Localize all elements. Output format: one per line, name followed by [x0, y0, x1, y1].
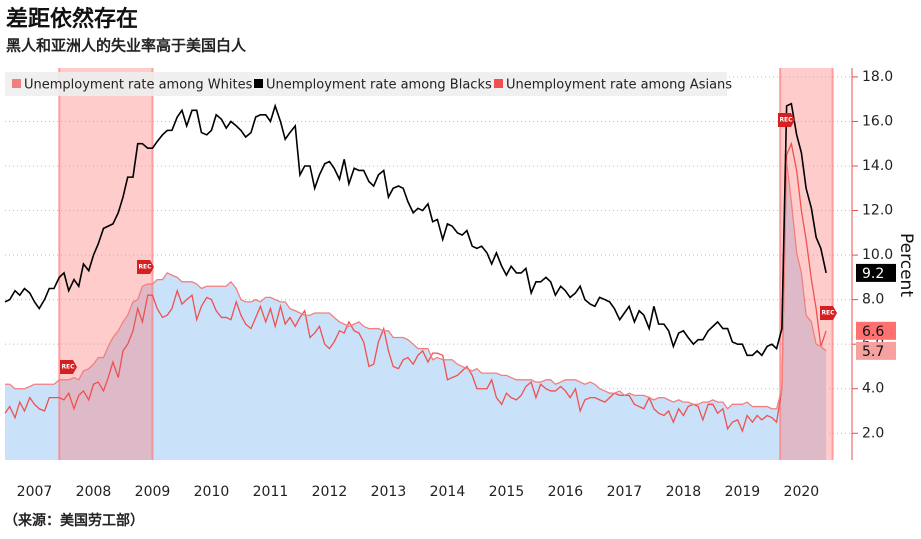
x-tick-label: 2010	[194, 484, 230, 500]
recession-flag-label: REC	[779, 117, 793, 124]
recession-flag	[778, 113, 795, 127]
legend-label: Unemployment rate among Whites	[24, 78, 253, 93]
recession-flag	[60, 360, 77, 374]
value-label: 5.7	[862, 344, 884, 360]
x-tick-label: 2008	[76, 484, 112, 500]
x-tick-label: 2020	[784, 484, 820, 500]
value-label: 6.6	[862, 324, 884, 340]
legend-background	[5, 72, 727, 96]
value-label-box	[856, 341, 896, 360]
legend-label: Unemployment rate among Asians	[506, 78, 732, 93]
recession-flag-label: REC	[821, 310, 835, 317]
chart-subtitle: 黑人和亚洲人的失业率高于美国白人	[6, 37, 247, 55]
y-axis-label: Percent	[896, 233, 916, 297]
recession-flag-label: REC	[138, 264, 152, 271]
line	[4, 102, 827, 357]
y-tick-label: 12.0	[862, 203, 893, 219]
x-tick-label: 2017	[607, 484, 643, 500]
line	[4, 141, 827, 433]
x-tick-label: 2019	[725, 484, 761, 500]
value-label-box	[856, 263, 896, 282]
y-tick-label: 14.0	[862, 158, 893, 174]
value-label-box	[856, 321, 896, 340]
legend-swatch	[12, 79, 21, 88]
x-tick-label: 2012	[312, 484, 348, 500]
line	[5, 161, 827, 410]
x-tick-label: 2014	[430, 484, 466, 500]
x-tick-label: 2018	[666, 484, 702, 500]
legend-label: Unemployment rate among Blacks	[266, 78, 492, 93]
recession-flag	[137, 260, 154, 274]
x-tick-label: 2007	[17, 484, 53, 500]
y-tick-label: 16.0	[862, 113, 893, 129]
y-tick-label: 18.0	[862, 69, 893, 85]
recession-flag-label: REC	[61, 364, 75, 371]
recession-flag	[820, 306, 837, 320]
chart-title: 差距依然存在	[6, 6, 138, 32]
x-tick-label: 2016	[548, 484, 584, 500]
y-tick-label: 8.0	[862, 292, 884, 308]
x-tick-label: 2013	[371, 484, 407, 500]
x-tick-label: 2015	[489, 484, 525, 500]
y-tick-label: 2.0	[862, 425, 884, 441]
source: （来源：美国劳工部）	[4, 512, 144, 529]
legend-swatch	[494, 79, 503, 88]
legend-swatch	[254, 79, 263, 88]
x-tick-label: 2009	[135, 484, 171, 500]
legend: Unemployment rate among Whites Unemployme…	[5, 72, 732, 96]
y-tick-label: 4.0	[862, 381, 884, 397]
area	[5, 161, 827, 460]
value-label: 9.2	[862, 266, 884, 282]
y-tick-label: 10.0	[862, 247, 893, 263]
recession-band	[59, 68, 153, 460]
x-tick-label: 2011	[253, 484, 289, 500]
